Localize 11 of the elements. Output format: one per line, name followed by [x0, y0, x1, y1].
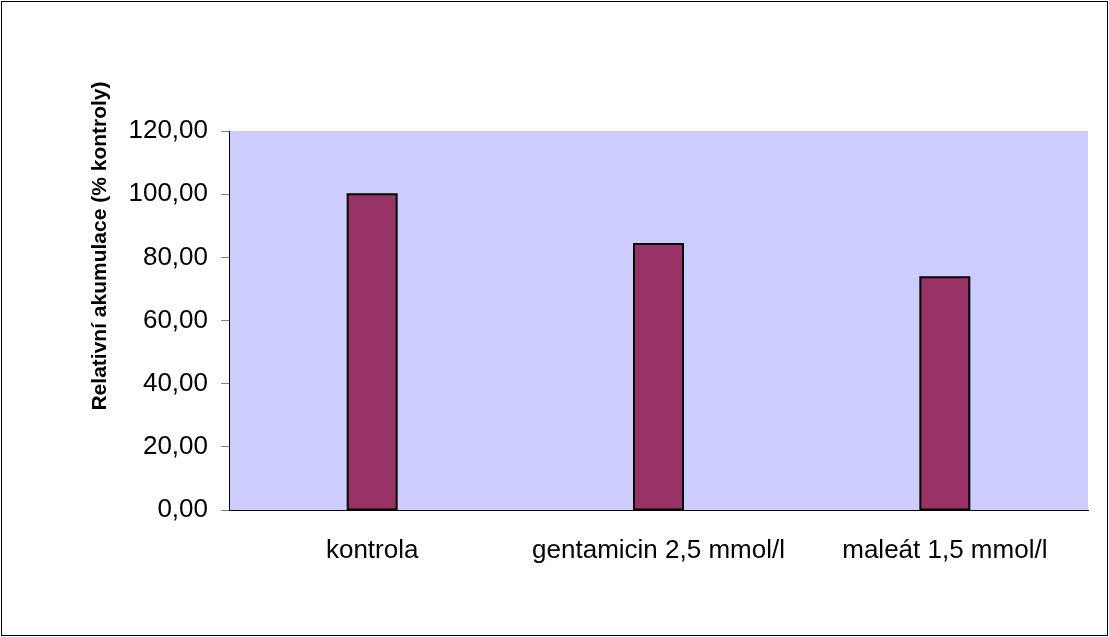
y-tick-label: 60,00: [142, 303, 208, 334]
y-tick-label: 120,00: [128, 114, 208, 145]
y-tick-label: 80,00: [142, 240, 208, 271]
x-tick-label: gentamicin 2,5 mmol/l: [532, 533, 785, 564]
y-tick-label: 40,00: [142, 366, 208, 397]
y-tick-label: 100,00: [128, 177, 208, 208]
y-axis-title: Relativní akumulace (% kontroly): [86, 81, 110, 411]
y-tick-label: 0,00: [157, 493, 208, 524]
y-tick-label: 20,00: [142, 430, 208, 461]
x-tick-label: kontrola: [325, 533, 419, 564]
x-tick-label: maleát 1,5 mmol/l: [842, 533, 1048, 564]
